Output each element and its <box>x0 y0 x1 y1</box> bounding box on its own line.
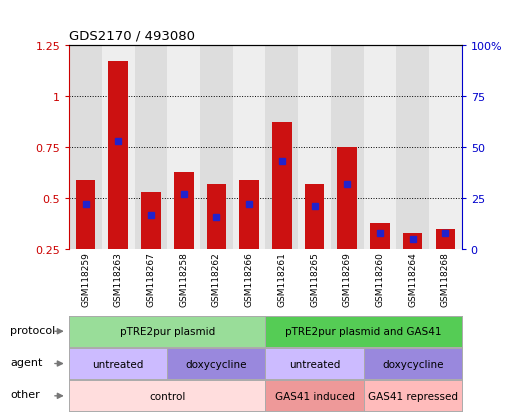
Text: GAS41 induced: GAS41 induced <box>274 391 354 401</box>
Bar <box>429 45 462 250</box>
Text: doxycycline: doxycycline <box>186 358 247 369</box>
Bar <box>109 62 128 250</box>
Text: pTRE2pur plasmid and GAS41: pTRE2pur plasmid and GAS41 <box>285 326 442 337</box>
Text: protocol: protocol <box>10 325 55 335</box>
Bar <box>364 45 396 250</box>
Bar <box>239 180 259 250</box>
Bar <box>338 147 357 250</box>
Text: other: other <box>10 389 40 399</box>
Bar <box>167 45 200 250</box>
Text: untreated: untreated <box>93 358 144 369</box>
Bar <box>102 45 134 250</box>
Bar <box>272 123 291 250</box>
Bar <box>298 45 331 250</box>
Bar <box>141 192 161 250</box>
Bar <box>331 45 364 250</box>
Bar <box>134 45 167 250</box>
Text: untreated: untreated <box>289 358 340 369</box>
Bar <box>403 233 422 250</box>
Bar <box>396 45 429 250</box>
Text: GDS2170 / 493080: GDS2170 / 493080 <box>69 30 195 43</box>
Text: doxycycline: doxycycline <box>382 358 443 369</box>
Text: pTRE2pur plasmid: pTRE2pur plasmid <box>120 326 215 337</box>
Text: GAS41 repressed: GAS41 repressed <box>368 391 458 401</box>
Bar <box>265 45 298 250</box>
Text: control: control <box>149 391 186 401</box>
Bar <box>370 223 390 250</box>
Text: agent: agent <box>10 357 43 367</box>
Bar <box>436 230 455 250</box>
Bar <box>69 45 102 250</box>
Bar <box>76 180 95 250</box>
Bar <box>305 185 324 250</box>
Bar <box>200 45 233 250</box>
Bar <box>174 172 193 250</box>
Bar <box>207 185 226 250</box>
Bar <box>233 45 265 250</box>
